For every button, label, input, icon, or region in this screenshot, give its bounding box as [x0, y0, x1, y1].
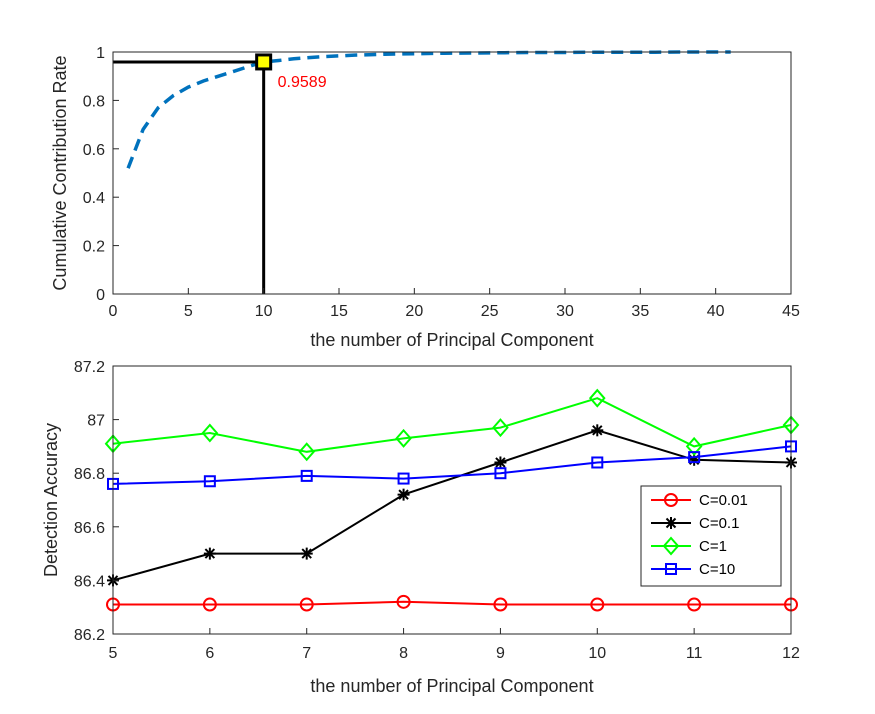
y-tick-label: 0 [96, 287, 105, 304]
data-point [201, 423, 219, 443]
x-tick-label: 15 [330, 303, 348, 320]
y-tick-label: 87.2 [74, 359, 105, 376]
x-axis: 5 6 7 8 9 10 11 12 [109, 628, 800, 662]
data-point [202, 597, 217, 612]
data-point [494, 456, 507, 469]
y-tick-label: 86.2 [74, 627, 105, 644]
data-point [203, 547, 216, 560]
data-point [395, 428, 412, 448]
data-point [396, 594, 411, 609]
series-line [112, 429, 792, 582]
data-point [494, 467, 507, 480]
legend-marker [665, 563, 677, 575]
y-tick-label: 0.6 [83, 142, 105, 159]
highlight-layer: 0.9589 [113, 53, 327, 294]
y-axis: 86.2 86.4 86.6 86.8 87 87.2 [74, 359, 119, 644]
x-tick-label: 7 [302, 645, 311, 662]
x-tick-label: 30 [556, 303, 574, 320]
series-C=0.1 [107, 424, 797, 587]
legend-label: C=10 [699, 561, 735, 578]
x-tick-label: 5 [184, 303, 193, 320]
data-point [492, 418, 509, 438]
legend-item: C=0.01 [651, 492, 748, 509]
y-tick-label: 0.8 [83, 93, 105, 110]
y-axis-label: Detection Accuracy [41, 423, 61, 577]
cumulative-contribution-chart: 0.9589 0 5 10 15 20 25 30 35 40 45 0 0.2 0.4 0.6 0.8 1… [50, 45, 800, 350]
data-point [397, 488, 410, 501]
x-tick-label: 6 [205, 645, 214, 662]
plot-frame [112, 365, 792, 635]
x-tick-label: 45 [782, 303, 800, 320]
legend-label: C=1 [699, 538, 727, 555]
x-tick-label: 25 [481, 303, 499, 320]
y-tick-label: 0.4 [83, 190, 105, 207]
data-point [685, 436, 703, 456]
y-tick-label: 1 [96, 45, 105, 62]
x-tick-label: 35 [631, 303, 649, 320]
x-tick-label: 10 [255, 303, 273, 320]
y-tick-label: 0.2 [83, 239, 105, 256]
legend-marker [662, 536, 680, 556]
detection-accuracy-chart: 5 6 7 8 9 10 11 12 86.2 86.4 86.6 86.8 87 87.2 the n… [41, 359, 800, 696]
series-line [113, 600, 791, 606]
legend-label: C=0.01 [699, 492, 748, 509]
highlight-marker [255, 53, 273, 71]
series-line [112, 445, 792, 485]
data-point [203, 475, 216, 488]
data-point [300, 469, 313, 482]
y-axis: 0 0.2 0.4 0.6 0.8 1 [83, 45, 119, 304]
y-tick-label: 86.8 [74, 466, 105, 483]
series-C=10 [107, 440, 797, 490]
plot-frame [112, 51, 792, 295]
series-line [112, 397, 792, 453]
legend-item: C=10 [651, 561, 735, 578]
highlight-value-label: 0.9589 [278, 74, 327, 91]
data-point [591, 424, 604, 437]
y-axis-label: Cumulative Contribution Rate [50, 55, 70, 290]
legend-marker [664, 493, 678, 507]
x-tick-label: 0 [109, 303, 118, 320]
x-tick-label: 8 [399, 645, 408, 662]
y-tick-label: 86.6 [74, 520, 105, 537]
data-point [299, 597, 314, 612]
x-tick-label: 5 [109, 645, 118, 662]
data-point [300, 547, 313, 560]
data-point [588, 388, 606, 408]
data-point [591, 456, 604, 469]
x-tick-label: 40 [707, 303, 725, 320]
x-tick-label: 9 [496, 645, 505, 662]
data-point [397, 472, 410, 485]
data-point [590, 597, 605, 612]
data-point [493, 597, 508, 612]
legend-marker [665, 517, 677, 529]
x-axis-label: the number of Principal Component [310, 330, 593, 350]
x-tick-label: 12 [782, 645, 800, 662]
y-tick-label: 87 [87, 413, 105, 430]
y-tick-label: 86.4 [74, 573, 105, 590]
x-axis-label: the number of Principal Component [310, 676, 593, 696]
legend-label: C=0.1 [699, 515, 739, 532]
data-point [298, 442, 316, 462]
x-axis: 0 5 10 15 20 25 30 35 40 45 [109, 288, 800, 320]
legend-item: C=1 [651, 536, 727, 556]
plot-area [113, 52, 791, 294]
data-point [688, 451, 701, 464]
x-tick-label: 20 [405, 303, 423, 320]
series-layer [104, 388, 800, 612]
x-tick-label: 10 [588, 645, 606, 662]
legend: C=0.01 C=0.1 C=1 C=10 [640, 485, 782, 587]
x-tick-label: 11 [686, 645, 703, 662]
legend-item: C=0.1 [651, 515, 739, 532]
data-point [687, 597, 702, 612]
